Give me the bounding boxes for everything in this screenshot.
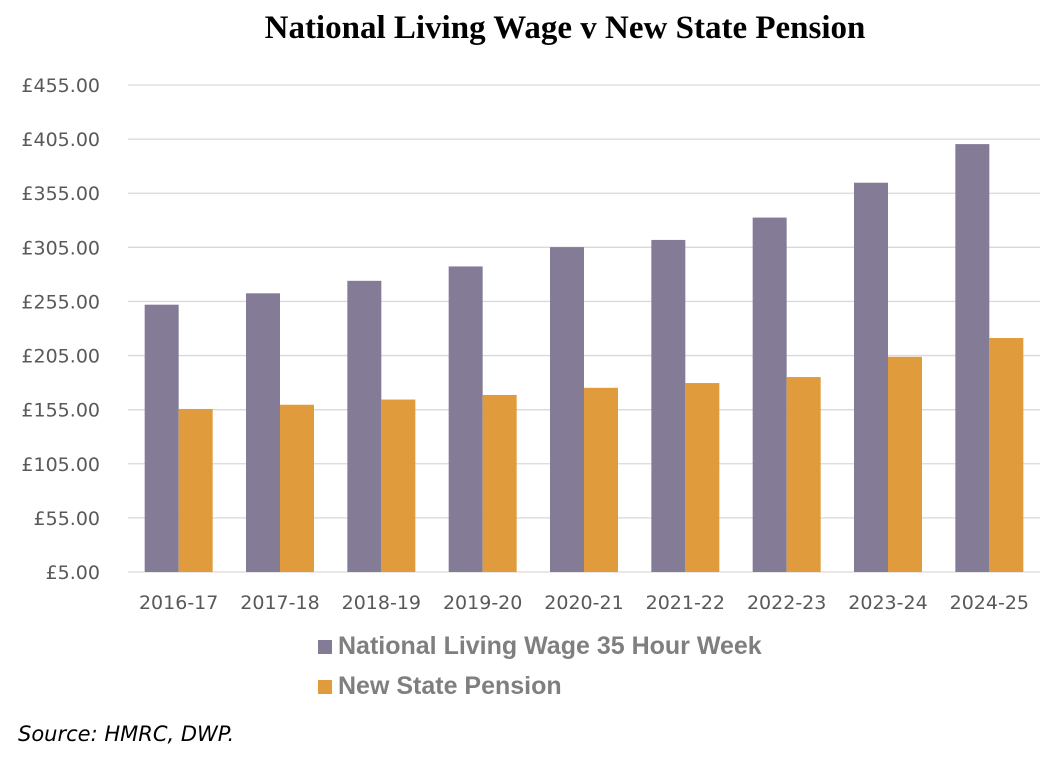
x-tick-label: 2016-17: [139, 592, 218, 614]
legend-swatch-wage: [318, 639, 332, 654]
y-tick-label: £5.00: [46, 562, 100, 584]
bar-wage: [144, 304, 179, 572]
bar-wage: [347, 280, 382, 572]
y-tick-label: £255.00: [21, 291, 100, 313]
y-tick-label: £105.00: [21, 454, 100, 476]
y-tick-label: £155.00: [21, 400, 100, 422]
y-tick-label: £455.00: [21, 75, 100, 97]
source-note: Source: HMRC, DWP.: [18, 722, 235, 746]
x-tick-label: 2024-25: [950, 592, 1029, 614]
legend-label-pension: New State Pension: [338, 672, 562, 700]
bar-pension: [685, 383, 720, 572]
bar-pension: [178, 408, 213, 572]
bar-pension: [381, 399, 416, 572]
bar-pension: [280, 404, 314, 572]
legend-item-wage: National Living Wage 35 Hour Week: [318, 632, 762, 661]
bar-pension: [786, 377, 821, 572]
y-tick-label: £305.00: [21, 237, 100, 259]
bar-wage: [448, 266, 483, 572]
bar-pension: [482, 394, 517, 572]
bar-wage: [752, 217, 787, 573]
x-tick-label: 2017-18: [240, 592, 319, 614]
x-tick-label: 2021-22: [646, 592, 725, 614]
bar-pension: [989, 338, 1024, 572]
bar-wage: [854, 182, 888, 572]
plot-area: £5.00 £55.00 £105.00 £155.00 £205.00 £255.00 £…: [21, 75, 1040, 614]
bar-wage: [651, 239, 686, 572]
chart-title: National Living Wage v New State Pension: [264, 10, 866, 46]
x-tick-label: 2019-20: [443, 592, 522, 614]
x-tick-label: 2023-24: [848, 592, 927, 614]
bar-wage: [955, 144, 990, 572]
y-tick-label: £205.00: [21, 346, 100, 368]
y-tick-label: £405.00: [21, 129, 100, 151]
bar-pension: [584, 387, 618, 572]
legend-swatch-pension: [318, 679, 332, 694]
legend-item-pension: New State Pension: [318, 672, 562, 701]
x-tick-label: 2022-23: [747, 592, 826, 614]
y-tick-label: £55.00: [34, 508, 100, 530]
bar-wage: [550, 247, 584, 572]
y-tick-label: £355.00: [21, 183, 100, 205]
bar-wage: [246, 293, 280, 572]
bar-pension: [888, 356, 922, 572]
x-tick-label: 2020-21: [544, 592, 623, 614]
legend-label-wage: National Living Wage 35 Hour Week: [338, 632, 762, 660]
x-tick-label: 2018-19: [342, 592, 421, 614]
